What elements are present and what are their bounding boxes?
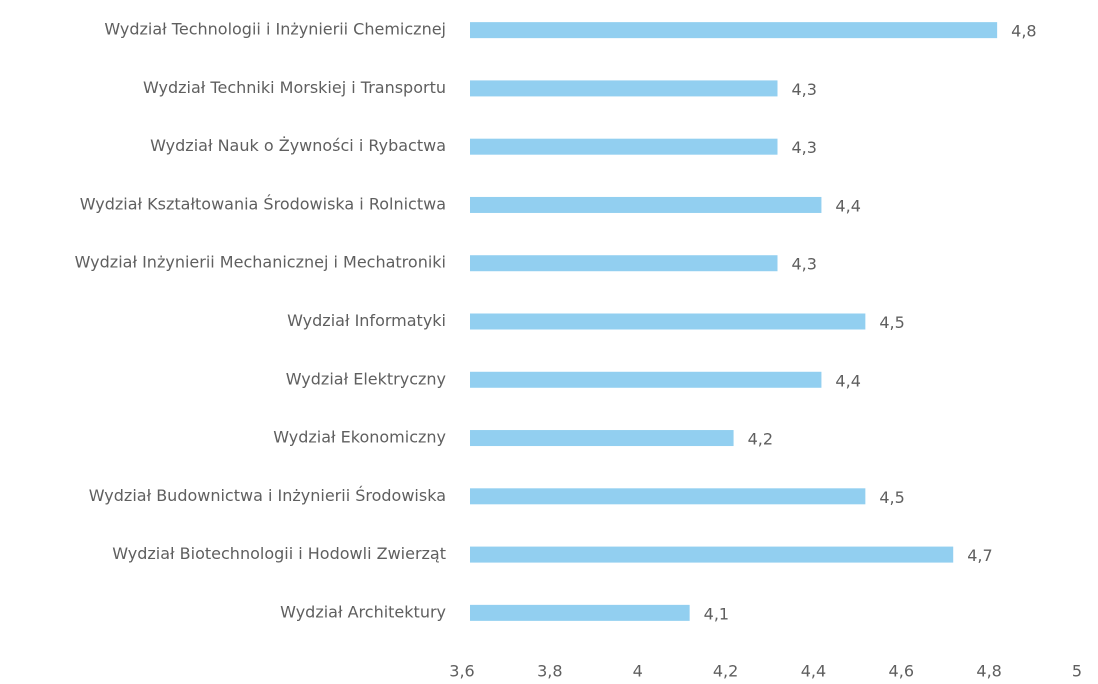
y-tick-label: Wydział Elektryczny xyxy=(286,369,446,388)
x-tick-label: 4,8 xyxy=(976,662,1001,681)
bar xyxy=(470,313,866,330)
y-tick-label: Wydział Architektury xyxy=(280,602,446,621)
x-tick-label: 5 xyxy=(1072,662,1082,681)
bar xyxy=(470,255,778,272)
data-label: 4,8 xyxy=(1011,22,1036,41)
y-tick-label: Wydział Ekonomiczny xyxy=(273,428,446,447)
bar xyxy=(470,604,690,621)
bar xyxy=(470,488,866,505)
data-label: 4,3 xyxy=(792,138,817,157)
data-label: 4,1 xyxy=(704,604,729,623)
y-tick-label: Wydział Techniki Morskiej i Transportu xyxy=(143,78,446,97)
bar xyxy=(470,80,778,97)
bar xyxy=(470,138,778,155)
x-tick-label: 4,4 xyxy=(801,662,826,681)
data-label: 4,7 xyxy=(967,546,992,565)
data-label: 4,2 xyxy=(748,430,773,449)
y-tick-label: Wydział Technologii i Inżynierii Chemicz… xyxy=(104,20,446,39)
bar xyxy=(470,546,954,563)
y-tick-label: Wydział Kształtowania Środowiska i Rolni… xyxy=(80,194,446,213)
data-label: 4,3 xyxy=(792,80,817,99)
data-label: 4,4 xyxy=(835,196,860,215)
y-tick-label: Wydział Budownictwa i Inżynierii Środowi… xyxy=(89,486,446,505)
x-tick-label: 4 xyxy=(633,662,643,681)
y-tick-label: Wydział Inżynierii Mechanicznej i Mechat… xyxy=(75,253,446,272)
y-tick-label: Wydział Informatyki xyxy=(287,311,446,330)
bar xyxy=(470,22,998,39)
y-tick-label: Wydział Biotechnologii i Hodowli Zwierzą… xyxy=(112,544,446,563)
x-tick-label: 4,2 xyxy=(713,662,738,681)
x-tick-label: 3,8 xyxy=(537,662,562,681)
bar xyxy=(470,371,822,388)
data-label: 4,3 xyxy=(792,255,817,274)
data-label: 4,5 xyxy=(879,313,904,332)
bar xyxy=(470,196,822,213)
x-tick-label: 4,6 xyxy=(889,662,914,681)
data-label: 4,4 xyxy=(835,371,860,390)
y-tick-label: Wydział Nauk o Żywności i Rybactwa xyxy=(150,136,446,155)
x-tick-label: 3,6 xyxy=(449,662,474,681)
data-label: 4,5 xyxy=(879,488,904,507)
bar xyxy=(470,430,734,447)
